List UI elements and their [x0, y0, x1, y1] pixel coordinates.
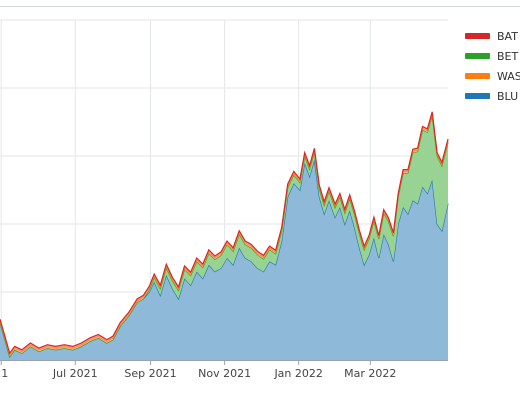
x-tick-label: Sep 2021: [124, 367, 176, 380]
legend-swatch: [465, 53, 490, 59]
legend-item-bet[interactable]: BET: [465, 50, 518, 63]
legend-swatch: [465, 73, 490, 79]
legend-swatch: [465, 93, 490, 99]
legend-label: WAS: [497, 70, 520, 83]
area-bet[interactable]: [0, 115, 448, 357]
x-tick-label: Jul 2021: [52, 367, 98, 380]
legend[interactable]: BAT BET WAS BLU: [465, 30, 520, 103]
top-divider: [0, 0, 520, 7]
legend-item-was[interactable]: WAS: [465, 70, 520, 83]
legend-label: BAT: [497, 30, 518, 43]
x-tick-label: Mar 2022: [344, 367, 396, 380]
x-axis: 21 Jul 2021 Sep 2021 Nov 2021 Jan 2022 Mar 20…: [0, 360, 448, 380]
area-series-group: [0, 111, 449, 360]
legend-label: BLU: [497, 90, 518, 103]
line-bat: [0, 111, 449, 355]
area-blu[interactable]: [0, 159, 448, 360]
legend-item-bat[interactable]: BAT: [465, 30, 518, 43]
x-tick-label: Jan 2022: [273, 367, 322, 380]
legend-swatch: [465, 33, 490, 39]
x-tick-label: 21: [0, 367, 8, 380]
legend-item-blu[interactable]: BLU: [465, 90, 518, 103]
x-tick-label: Nov 2021: [198, 367, 251, 380]
legend-label: BET: [497, 50, 518, 63]
